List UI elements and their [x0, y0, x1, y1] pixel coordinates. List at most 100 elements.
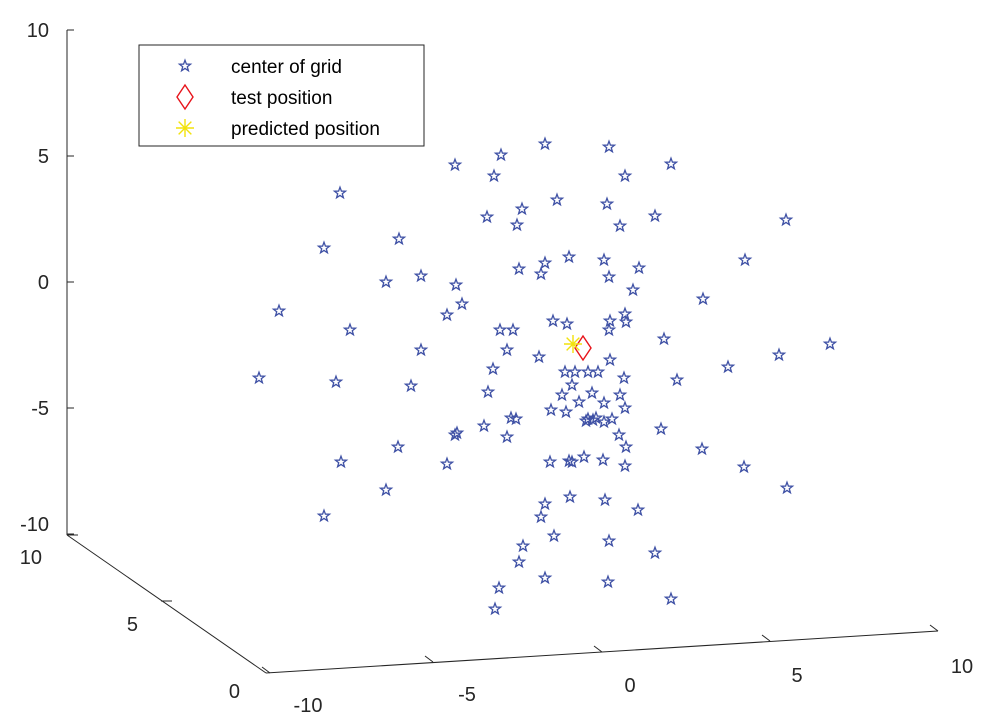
center-of-grid-marker [485, 361, 501, 376]
center-of-grid-marker [499, 342, 515, 357]
center-of-grid-marker [537, 255, 553, 270]
center-of-grid-marker [580, 364, 596, 379]
center-of-grid-marker [669, 372, 685, 387]
center-of-grid-marker [508, 411, 524, 426]
center-of-grid-marker [505, 322, 521, 337]
center-of-grid-marker [647, 208, 663, 223]
center-of-grid-marker [546, 528, 562, 543]
center-of-grid-marker [476, 418, 492, 433]
center-of-grid-marker [578, 413, 594, 428]
center-of-grid-marker [618, 314, 634, 329]
center-of-grid-marker [612, 387, 628, 402]
center-of-grid-marker [554, 387, 570, 402]
center-of-grid-marker [439, 307, 455, 322]
predicted-position-marker [564, 335, 582, 353]
center-of-grid-marker [564, 377, 580, 392]
center-of-grid-marker [600, 574, 616, 589]
center-of-grid-marker [585, 412, 601, 427]
legend-label-center-of-grid: center of grid [231, 57, 342, 78]
center-of-grid-marker [601, 322, 617, 337]
center-of-grid-marker [596, 414, 612, 429]
center-of-grid-marker [618, 439, 634, 454]
center-of-grid-marker [653, 421, 669, 436]
axes [66, 29, 939, 674]
center-of-grid-marker [720, 359, 736, 374]
center-of-grid-marker [694, 441, 710, 456]
center-of-grid-marker [564, 454, 580, 469]
data-markers [251, 136, 838, 616]
legend: center of grid test position predicted p… [138, 44, 425, 147]
center-of-grid-marker [378, 482, 394, 497]
center-of-grid-marker [630, 502, 646, 517]
center-of-grid-marker [647, 545, 663, 560]
legend-swatch-predicted-position [176, 119, 194, 137]
center-of-grid-marker [663, 591, 679, 606]
center-of-grid-marker [617, 458, 633, 473]
center-of-grid-marker [599, 196, 615, 211]
center-of-grid-marker [549, 192, 565, 207]
center-of-grid-marker [480, 384, 496, 399]
center-of-grid-marker [562, 489, 578, 504]
x-tick-neg10 [261, 666, 271, 674]
center-of-grid-marker [448, 277, 464, 292]
center-of-grid-marker [479, 209, 495, 224]
center-of-grid-marker [602, 352, 618, 367]
center-of-grid-marker [454, 296, 470, 311]
center-of-grid-marker [447, 157, 463, 172]
center-of-grid-marker [413, 342, 429, 357]
center-of-grid-marker [378, 274, 394, 289]
center-of-grid-marker [557, 364, 573, 379]
center-of-grid-marker [779, 480, 795, 495]
center-of-grid-marker [656, 331, 672, 346]
tick-labels: 10 5 0 -5 -10 10 5 0 -10 -5 0 5 10 [20, 20, 973, 717]
center-of-grid-marker [612, 218, 628, 233]
center-of-grid-marker [511, 554, 527, 569]
x-tick-0 [593, 645, 603, 653]
center-of-grid-marker [601, 533, 617, 548]
center-of-grid-marker [328, 374, 344, 389]
center-of-grid-marker [571, 394, 587, 409]
z-tick-label: -5 [31, 398, 49, 420]
z-tick-label: 5 [38, 146, 49, 168]
center-of-grid-marker [333, 454, 349, 469]
center-of-grid-marker [403, 378, 419, 393]
x-tick-label: -5 [458, 684, 476, 706]
z-tick-label: -10 [20, 514, 49, 536]
x-tick-label: 5 [791, 665, 802, 687]
center-of-grid-marker [342, 322, 358, 337]
center-of-grid-marker [601, 269, 617, 284]
center-of-grid-marker [509, 217, 525, 232]
center-of-grid-marker [771, 347, 787, 362]
x-tick-10 [929, 624, 939, 632]
center-of-grid-marker [447, 427, 463, 442]
legend-label-test-position: test position [231, 88, 332, 109]
center-of-grid-marker [271, 303, 287, 318]
legend-swatch-center-of-grid [177, 58, 193, 73]
y-axis-line [66, 534, 267, 674]
x-tick-neg5 [424, 655, 434, 663]
center-of-grid-marker [617, 306, 633, 321]
center-of-grid-marker [543, 402, 559, 417]
center-of-grid-marker [584, 385, 600, 400]
center-of-grid-marker [590, 364, 606, 379]
center-of-grid-marker [491, 580, 507, 595]
center-of-grid-marker [576, 449, 592, 464]
center-of-grid-marker [596, 252, 612, 267]
center-of-grid-marker [663, 156, 679, 171]
center-of-grid-marker [616, 370, 632, 385]
center-of-grid-marker [515, 538, 531, 553]
center-of-grid-marker [617, 168, 633, 183]
center-of-grid-marker [316, 240, 332, 255]
center-of-grid-marker [736, 459, 752, 474]
center-of-grid-marker [316, 508, 332, 523]
center-of-grid-marker [822, 336, 838, 351]
center-of-grid-marker [561, 249, 577, 264]
center-of-grid-marker [611, 427, 627, 442]
center-of-grid-marker [597, 492, 613, 507]
center-of-grid-marker [537, 136, 553, 151]
center-of-grid-marker [625, 282, 641, 297]
center-of-grid-marker [567, 364, 583, 379]
center-of-grid-marker [737, 252, 753, 267]
x-tick-label: 0 [624, 675, 635, 697]
